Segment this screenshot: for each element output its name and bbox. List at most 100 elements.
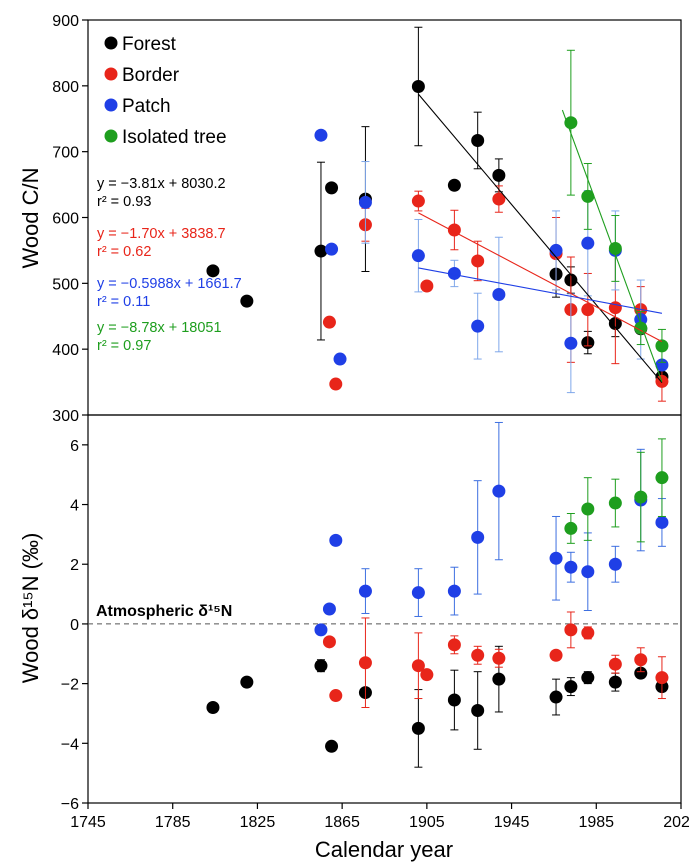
legend-label-border: Border [122, 65, 180, 86]
data-point-border [581, 626, 595, 640]
data-point-border [358, 656, 372, 670]
data-point-border [471, 254, 485, 268]
legend-marker-border [104, 67, 118, 81]
bottom-y-tick-label: −2 [61, 677, 79, 694]
data-point-patch [411, 586, 425, 600]
top-y-tick-label: 700 [52, 145, 79, 162]
data-point-patch [322, 602, 336, 616]
data-point-border [322, 315, 336, 329]
data-point-patch [581, 236, 595, 250]
data-point-forest [411, 721, 425, 735]
bottom-series-border [322, 611, 669, 708]
data-point-border [329, 689, 343, 703]
bottom-y-ticks: −6 −4 −2 0 2 4 6 [61, 438, 88, 813]
data-point-border [564, 623, 578, 637]
bottom-panel-data [88, 421, 681, 768]
top-y-tick-label: 600 [52, 211, 79, 228]
bottom-y-tick-label: 4 [70, 498, 79, 515]
data-point-patch [549, 243, 563, 257]
data-point-patch [471, 530, 485, 544]
r2-isolated-tree: r² = 0.97 [97, 338, 151, 354]
top-y-tick-label: 300 [52, 408, 79, 425]
data-point-patch [411, 249, 425, 263]
data-point-forest [564, 680, 578, 694]
x-ticks: 1745 1785 1825 1865 1905 1945 1985 2025 [70, 803, 689, 831]
bottom-y-tick-label: 2 [70, 557, 79, 574]
data-point-patch [358, 584, 372, 598]
data-point-forest [471, 703, 485, 717]
data-point-forest [411, 79, 425, 93]
data-point-patch [608, 557, 622, 571]
data-point-border [411, 194, 425, 208]
regression-equations: y = −3.81x + 8030.2 r² = 0.93 y = −1.70x… [97, 176, 242, 354]
equation-forest: y = −3.81x + 8030.2 [97, 176, 226, 192]
data-point-forest [471, 133, 485, 147]
data-point-forest [325, 739, 339, 753]
data-point-patch [333, 352, 347, 366]
data-point-forest [240, 675, 254, 689]
r2-patch: r² = 0.11 [97, 294, 150, 310]
bottom-y-tick-label: −6 [61, 796, 79, 813]
data-point-isolated-tree [581, 189, 595, 203]
x-tick-label: 1785 [155, 814, 191, 831]
data-point-border [420, 668, 434, 682]
data-point-isolated-tree [564, 116, 578, 130]
data-point-border [420, 279, 434, 293]
legend-marker-forest [104, 36, 118, 50]
bottom-series-forest [206, 645, 669, 768]
x-tick-label: 1985 [578, 814, 614, 831]
data-point-border [581, 303, 595, 317]
equation-isolated-tree: y = −8.78x + 18051 [97, 320, 222, 336]
data-point-border [471, 648, 485, 662]
data-point-isolated-tree [581, 502, 595, 516]
data-point-border [411, 659, 425, 673]
regression-line-patch [418, 267, 663, 314]
top-y-tick-label: 800 [52, 79, 79, 96]
legend: Forest Border Patch Isolated tree [104, 34, 227, 148]
data-point-forest [206, 700, 220, 714]
regression-line-forest [417, 93, 663, 383]
bottom-y-tick-label: −4 [61, 736, 79, 753]
data-point-isolated-tree [655, 339, 669, 353]
data-point-patch [471, 319, 485, 333]
r2-forest: r² = 0.93 [97, 194, 151, 210]
x-tick-label: 1865 [324, 814, 360, 831]
top-y-tick-label: 500 [52, 276, 79, 293]
data-point-border [492, 192, 506, 206]
top-series-forest [206, 26, 669, 384]
legend-label-forest: Forest [122, 34, 177, 55]
data-point-border [549, 648, 563, 662]
top-series-isolated-tree [564, 49, 669, 363]
data-point-border [608, 657, 622, 671]
data-point-patch [325, 242, 339, 256]
data-point-border [329, 377, 343, 391]
data-point-forest [447, 693, 461, 707]
data-point-isolated-tree [564, 521, 578, 535]
data-point-patch [314, 623, 328, 637]
r2-border: r² = 0.62 [97, 244, 151, 260]
x-axis-title: Calendar year [315, 837, 453, 862]
data-point-forest [581, 671, 595, 685]
data-point-patch [581, 565, 595, 579]
data-point-border [492, 651, 506, 665]
data-point-border [447, 638, 461, 652]
x-tick-label: 1905 [409, 814, 445, 831]
legend-marker-patch [104, 98, 118, 112]
x-tick-label: 2025 [663, 814, 689, 831]
bottom-y-axis-title: Wood δ¹⁵N (‰) [18, 533, 43, 684]
data-point-patch [358, 195, 372, 209]
data-point-forest [240, 294, 254, 308]
bottom-panel-frame [87, 414, 682, 804]
data-point-forest [206, 264, 220, 278]
top-y-tick-label: 900 [52, 13, 79, 30]
data-point-forest [314, 244, 328, 258]
top-y-ticks: 400 500 600 700 800 900 300 [52, 13, 88, 425]
data-point-forest [608, 675, 622, 689]
top-panel-data [206, 26, 669, 402]
bottom-y-tick-label: 6 [70, 438, 79, 455]
data-point-forest [634, 666, 648, 680]
data-point-border [322, 635, 336, 649]
top-y-tick-label: 400 [52, 342, 79, 359]
legend-label-isolated-tree: Isolated tree [122, 127, 227, 148]
